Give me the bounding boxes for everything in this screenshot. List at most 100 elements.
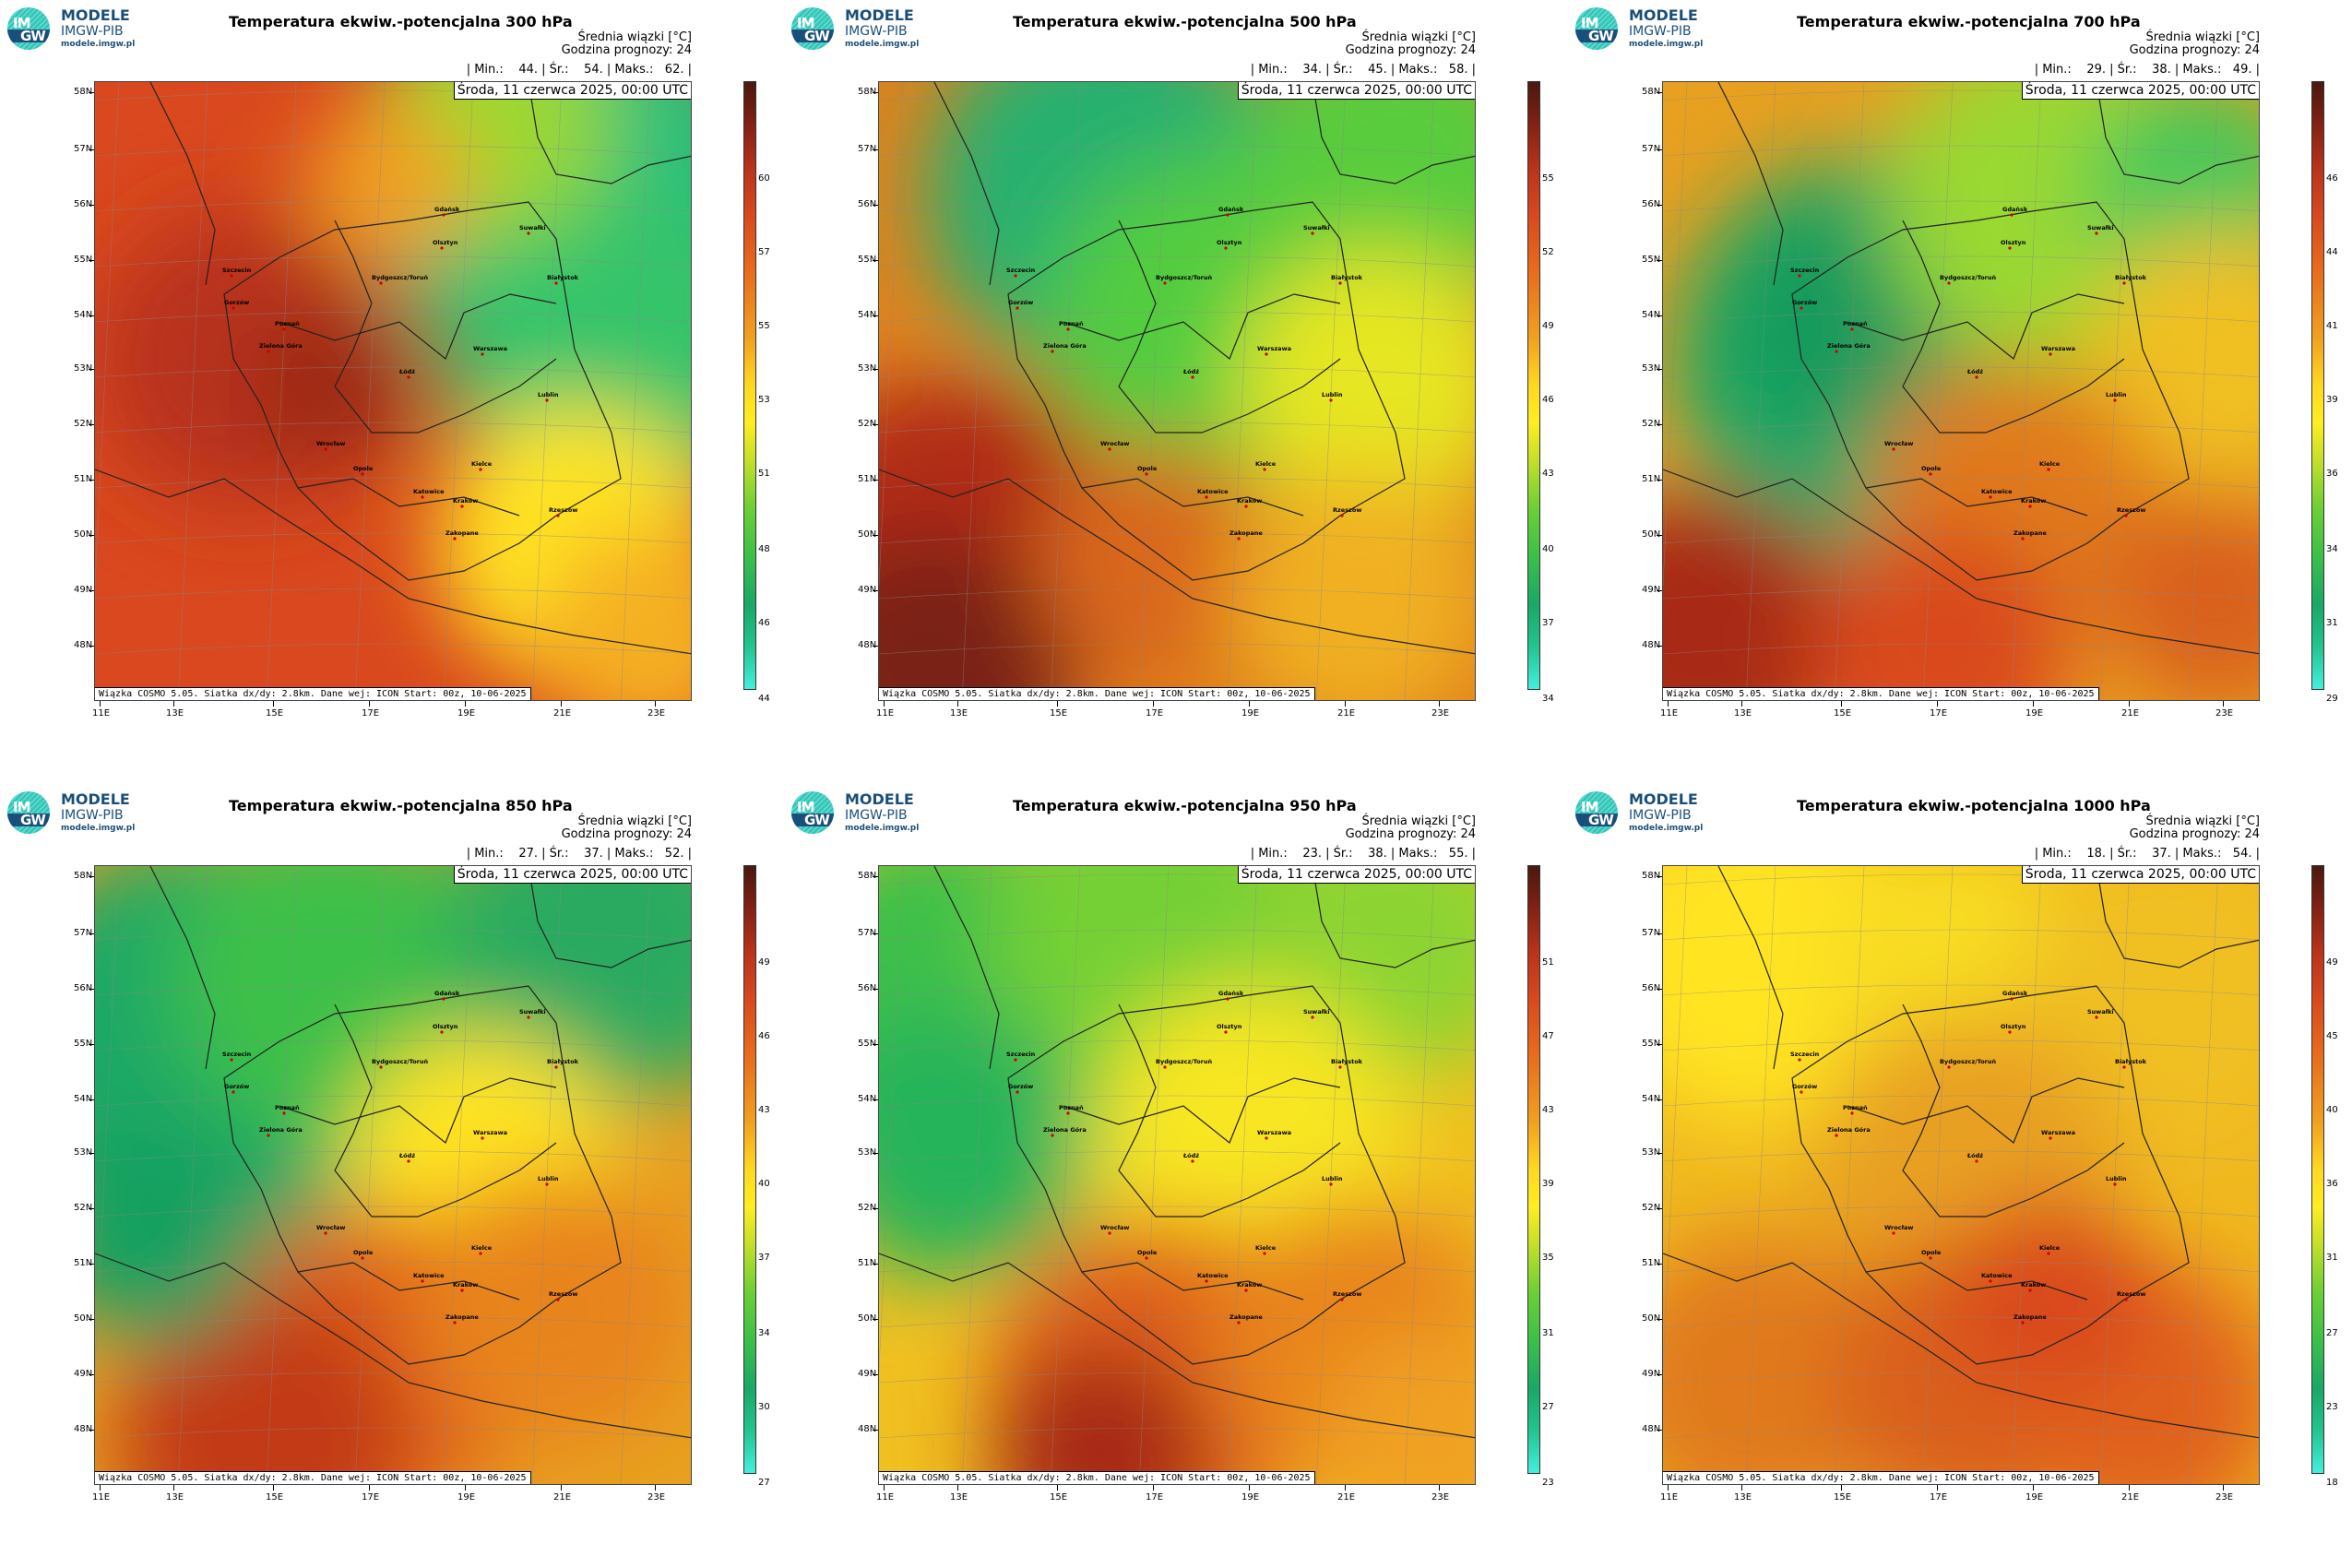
city-label: Katowice xyxy=(413,488,445,495)
colorbar-label: 49 xyxy=(1542,321,1554,331)
forecast-hour: Godzina prognozy: 24 xyxy=(2129,43,2260,57)
lat-label: 57N xyxy=(74,144,93,154)
imgw-logo-icon: IM GW xyxy=(791,7,834,50)
lat-label: 55N xyxy=(858,1039,877,1049)
lon-tick xyxy=(173,1485,174,1491)
lon-label: 17E xyxy=(1146,708,1164,719)
colorbar-label: 40 xyxy=(2326,1105,2338,1115)
lon-tick xyxy=(273,1485,274,1491)
city-label: Warszawa xyxy=(1257,1129,1291,1136)
city-dot xyxy=(2124,514,2128,517)
lat-tick xyxy=(1657,480,1662,481)
logo-gw: GW xyxy=(20,28,46,44)
city-dot xyxy=(440,1030,444,1034)
city-dot xyxy=(2095,1016,2098,1019)
graticule xyxy=(879,82,1475,700)
map-area: Gdańsk Olsztyn Suwałki Białystok Szczecin Byd… xyxy=(94,865,692,1485)
colorbar-label: 44 xyxy=(2326,247,2338,257)
city-label: Katowice xyxy=(413,1272,445,1279)
city-dot xyxy=(1066,1111,1070,1115)
colorbar-label: 27 xyxy=(2326,1328,2338,1338)
lon-tick xyxy=(2223,1485,2224,1491)
logo-line2: IMGW-PIB xyxy=(845,808,908,823)
colorbar-label: 40 xyxy=(1542,544,1554,554)
lon-tick xyxy=(957,1485,958,1491)
map-field: Gdańsk Olsztyn Suwałki Białystok Szczecin Byd… xyxy=(879,82,1475,700)
valid-date: Środa, 11 czerwca 2025, 00:00 UTC xyxy=(453,82,691,100)
panel-title: Temperatura ekwiw.-potencjalna 950 hPa xyxy=(1013,797,1357,814)
city-dot xyxy=(1929,472,1932,476)
city-dot xyxy=(453,537,457,540)
colorbar-label: 29 xyxy=(2326,694,2338,704)
city-dot xyxy=(1051,350,1054,353)
city-label: Bydgoszcz/Toruń xyxy=(1940,1058,1996,1065)
lat-label: 58N xyxy=(858,871,877,881)
city-markers: Gdańsk Olsztyn Suwałki Białystok Szczecin Byd… xyxy=(222,206,579,540)
city-label: Łódź xyxy=(1966,1152,1983,1159)
city-label: Poznań xyxy=(1059,1104,1084,1111)
lat-tick xyxy=(873,646,878,647)
lon-label: 19E xyxy=(2025,708,2044,719)
lat-tick xyxy=(1657,989,1662,990)
city-dot xyxy=(232,1090,235,1094)
lat-tick xyxy=(89,480,94,481)
city-dot xyxy=(2124,1298,2128,1301)
city-dot xyxy=(267,1134,270,1137)
city-dot xyxy=(2122,281,2126,285)
lat-tick xyxy=(1657,590,1662,591)
logo-line3: modele.imgw.pl xyxy=(845,824,920,833)
lat-label: 48N xyxy=(1642,640,1661,650)
graticule xyxy=(879,866,1475,1484)
lon-tick xyxy=(1345,1485,1346,1491)
city-label: Suwałki xyxy=(2087,224,2114,232)
city-markers: Gdańsk Olsztyn Suwałki Białystok Szczecin Byd… xyxy=(1790,206,2147,540)
lat-tick xyxy=(89,1099,94,1100)
colorbar-label: 49 xyxy=(758,957,770,968)
lat-tick xyxy=(89,315,94,316)
colorbar-label: 39 xyxy=(1542,1179,1554,1189)
lat-tick xyxy=(1657,1264,1662,1265)
logo-line3: modele.imgw.pl xyxy=(61,40,136,49)
lon-tick xyxy=(2223,701,2224,707)
lon-tick xyxy=(884,1485,885,1491)
lat-label: 57N xyxy=(74,928,93,938)
lat-tick xyxy=(1657,424,1662,425)
lat-label: 53N xyxy=(1642,1147,1661,1158)
unit-line: Średnia wiązki [°C] xyxy=(1361,30,1476,44)
colorbar-label: 47 xyxy=(1542,1031,1554,1041)
lat-tick xyxy=(1657,1430,1662,1431)
lat-tick xyxy=(89,149,94,150)
lat-tick xyxy=(873,1099,878,1100)
colorbar-label: 43 xyxy=(758,1105,770,1115)
colorbar-label: 18 xyxy=(2326,1478,2338,1488)
lat-label: 51N xyxy=(1642,1258,1661,1268)
city-dot xyxy=(479,1252,482,1255)
city-dot xyxy=(1975,1159,1978,1163)
city-dot xyxy=(1265,352,1268,356)
lat-tick xyxy=(89,369,94,370)
panel-title: Temperatura ekwiw.-potencjalna 1000 hPa xyxy=(1797,797,2151,814)
colorbar-label: 34 xyxy=(758,1328,770,1338)
country-borders xyxy=(95,82,691,655)
city-dot xyxy=(1265,1136,1268,1140)
colorbar xyxy=(743,865,756,1474)
lat-tick xyxy=(89,1374,94,1375)
lon-tick xyxy=(1841,701,1842,707)
panel-title: Temperatura ekwiw.-potencjalna 300 hPa xyxy=(229,13,573,30)
country-borders xyxy=(1663,82,2259,655)
lat-tick xyxy=(1657,315,1662,316)
lat-tick xyxy=(873,480,878,481)
map-field: Gdańsk Olsztyn Suwałki Białystok Szczecin Byd… xyxy=(95,82,691,700)
lon-tick xyxy=(1439,1485,1440,1491)
lat-label: 48N xyxy=(74,1424,93,1434)
city-label: Szczecin xyxy=(1790,1051,1820,1058)
city-label: Opole xyxy=(353,1249,374,1256)
city-dot xyxy=(1850,327,1854,331)
city-label: Zakopane xyxy=(1229,529,1263,537)
lat-label: 53N xyxy=(74,1147,93,1158)
city-label: Białystok xyxy=(547,1058,579,1065)
lat-label: 57N xyxy=(1642,928,1661,938)
city-label: Kraków xyxy=(2021,497,2046,505)
lat-label: 51N xyxy=(1642,474,1661,484)
city-label: Lublin xyxy=(1322,1175,1343,1182)
